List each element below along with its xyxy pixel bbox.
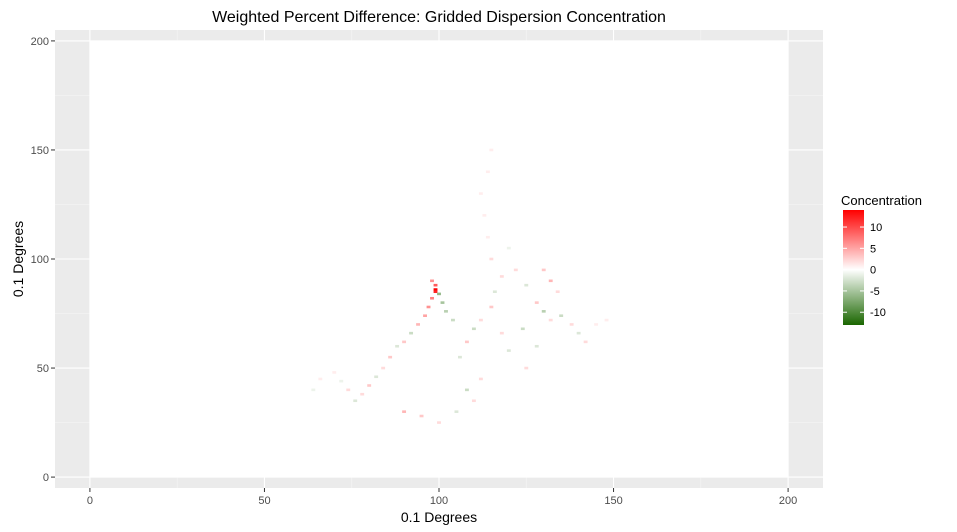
heatmap-cell xyxy=(311,388,316,392)
heatmap-cell xyxy=(548,279,553,283)
heatmap-cell xyxy=(437,292,441,296)
heatmap-cell xyxy=(332,371,337,374)
heatmap-cell xyxy=(478,318,483,322)
heatmap-cell xyxy=(374,375,379,379)
heatmap-cell xyxy=(492,290,497,294)
heatmap-cell xyxy=(485,170,490,174)
heatmap-cell xyxy=(499,331,504,335)
heatmap-cell xyxy=(423,314,427,317)
heatmap-cell xyxy=(367,384,372,387)
legend-label: 10 xyxy=(870,222,882,234)
legend-label: -10 xyxy=(870,307,886,319)
heatmap-cell xyxy=(569,323,574,326)
legend-label: 5 xyxy=(870,243,876,255)
y-tick-label: 150 xyxy=(31,145,49,157)
heatmap-cell xyxy=(513,268,518,272)
heatmap-cell xyxy=(520,327,525,331)
heatmap-cell xyxy=(433,290,438,294)
plot-panel xyxy=(55,30,823,488)
heatmap-cell xyxy=(541,310,546,313)
legend-colorbar xyxy=(843,210,864,325)
heatmap-cell xyxy=(416,323,420,326)
heatmap-cell xyxy=(482,214,487,217)
heatmap-cell xyxy=(318,377,323,381)
heatmap-cell xyxy=(464,340,469,344)
heatmap-cell xyxy=(534,301,539,304)
heatmap-cell xyxy=(395,344,400,348)
legend: Concentration 10 5 0 -5 -10 xyxy=(841,193,922,325)
heatmap-cell xyxy=(583,340,588,344)
y-tick-label: 0 xyxy=(43,472,49,484)
heatmap-cell xyxy=(506,349,511,352)
heatmap-cell xyxy=(524,283,529,287)
heatmap-cell xyxy=(499,275,504,278)
y-tick-label: 100 xyxy=(31,254,49,266)
heatmap-cell xyxy=(346,388,351,392)
heatmap-cell xyxy=(478,192,483,195)
heatmap-cell xyxy=(576,331,581,335)
heatmap-cell xyxy=(464,388,469,392)
y-tick-label: 200 xyxy=(31,36,49,48)
heatmap-cell xyxy=(419,414,424,418)
heatmap-cell xyxy=(430,279,434,283)
heatmap-cell xyxy=(506,246,511,250)
heatmap-cell xyxy=(524,366,529,370)
heatmap-cell xyxy=(478,377,483,381)
heatmap-cell xyxy=(433,288,438,291)
heatmap-cell xyxy=(402,340,407,344)
heatmap-cell xyxy=(489,305,494,309)
heatmap-cell xyxy=(433,283,438,287)
x-axis-title: 0.1 Degrees xyxy=(401,509,477,525)
heatmap-cell xyxy=(444,310,448,313)
heatmap-cell xyxy=(555,290,560,294)
heatmap-cell xyxy=(451,318,455,322)
y-tick-label: 50 xyxy=(37,363,49,375)
heatmap-cell xyxy=(430,296,434,300)
heatmap-cell xyxy=(409,331,414,335)
heatmap-cell xyxy=(353,399,358,403)
x-tick-label: 200 xyxy=(779,495,797,507)
x-tick-label: 100 xyxy=(430,495,448,507)
heatmap-cell xyxy=(548,318,553,322)
heatmap-cell xyxy=(534,344,539,348)
heatmap-cell xyxy=(541,268,546,272)
heatmap-cell xyxy=(402,410,407,413)
heatmap-cell xyxy=(388,355,393,359)
heatmap-cell xyxy=(604,318,609,322)
heatmap-cell xyxy=(471,399,476,403)
legend-label: -5 xyxy=(870,286,880,298)
x-axis: 0 50 100 150 200 xyxy=(87,488,797,507)
heatmap-cell xyxy=(440,301,445,304)
heatmap-cell xyxy=(485,235,490,239)
x-tick-label: 50 xyxy=(258,495,270,507)
heatmap-cell xyxy=(454,410,459,413)
heatmap-cell xyxy=(360,392,365,396)
y-axis-title: 0.1 Degrees xyxy=(10,221,26,297)
heatmap-cell xyxy=(437,421,441,424)
heatmap-cell xyxy=(489,148,494,152)
x-tick-label: 150 xyxy=(604,495,622,507)
grid-extent xyxy=(89,40,789,478)
heatmap-cell xyxy=(458,355,462,359)
heatmap-cell xyxy=(594,323,599,326)
heatmap-cell xyxy=(471,327,476,331)
x-tick-label: 0 xyxy=(87,495,93,507)
heatmap-cell xyxy=(339,379,344,383)
chart-title: Weighted Percent Difference: Gridded Dis… xyxy=(212,9,666,26)
heatmap-cell xyxy=(489,257,494,261)
heatmap-cell xyxy=(559,314,564,317)
legend-title: Concentration xyxy=(841,193,922,208)
heatmap-cell xyxy=(381,366,386,370)
legend-label: 0 xyxy=(870,265,876,277)
heatmap-cell xyxy=(426,305,431,309)
y-axis: 0 50 100 150 200 xyxy=(31,36,55,484)
